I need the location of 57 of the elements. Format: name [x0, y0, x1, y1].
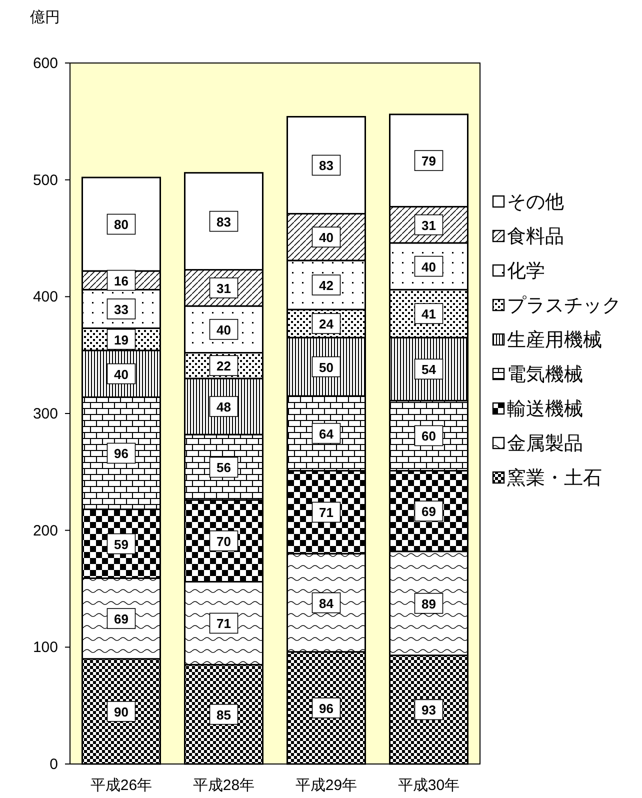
- data-label: 40: [319, 230, 334, 246]
- x-tick-label: 平成30年: [398, 777, 460, 794]
- data-label: 16: [114, 273, 128, 288]
- data-label: 83: [319, 158, 334, 174]
- data-label: 85: [216, 707, 231, 722]
- legend-label: 食料品: [507, 226, 564, 248]
- data-label: 83: [216, 214, 231, 230]
- data-label: 89: [422, 596, 436, 612]
- legend-label: 輸送機械: [507, 399, 583, 420]
- data-label: 90: [114, 704, 128, 720]
- data-label: 93: [422, 702, 436, 718]
- data-label: 79: [422, 154, 436, 169]
- y-tick-label: 500: [32, 172, 58, 189]
- x-tick-label: 平成29年: [295, 777, 358, 794]
- y-tick-label: 0: [50, 756, 58, 773]
- x-tick-label: 平成26年: [90, 777, 152, 794]
- data-label: 71: [216, 616, 231, 632]
- legend-label: 金属製品: [507, 434, 583, 454]
- data-label: 71: [319, 505, 334, 520]
- data-label: 31: [422, 218, 436, 233]
- data-label: 40: [216, 322, 231, 338]
- data-label: 40: [422, 259, 436, 274]
- y-tick-label: 300: [32, 406, 58, 422]
- y-tick-label: 400: [32, 288, 58, 306]
- data-label: 31: [216, 280, 231, 296]
- data-label: 84: [319, 596, 334, 611]
- legend-label: 化学: [507, 261, 545, 282]
- data-label: 96: [319, 700, 334, 716]
- data-label: 59: [114, 536, 128, 552]
- data-label: 50: [319, 360, 334, 375]
- data-label: 56: [216, 460, 231, 476]
- legend-label: 電気機械: [507, 364, 583, 386]
- data-label: 41: [422, 306, 436, 322]
- x-tick-label: 平成28年: [192, 777, 255, 794]
- data-label: 69: [114, 612, 128, 627]
- y-axis-title: 億円: [30, 9, 60, 26]
- data-label: 33: [114, 302, 128, 317]
- data-label: 60: [422, 428, 436, 444]
- data-label: 54: [422, 362, 437, 378]
- data-label: 24: [319, 316, 334, 332]
- data-label: 42: [319, 278, 334, 293]
- y-tick-label: 200: [32, 522, 58, 540]
- data-label: 96: [114, 446, 128, 462]
- legend-label: 生産用機械: [507, 329, 602, 351]
- data-label: 19: [114, 332, 128, 348]
- legend-label: プラスチック: [507, 296, 621, 316]
- legend-label: その他: [507, 192, 564, 213]
- data-label: 22: [216, 358, 231, 374]
- legend-label: 窯業・土石: [507, 467, 602, 489]
- data-label: 80: [114, 217, 128, 232]
- y-tick-label: 100: [32, 639, 58, 656]
- y-tick-label: 600: [32, 55, 58, 72]
- data-label: 40: [114, 366, 128, 382]
- data-label: 69: [422, 504, 436, 520]
- data-label: 64: [319, 426, 334, 442]
- data-label: 48: [216, 399, 231, 414]
- data-label: 70: [216, 534, 231, 549]
